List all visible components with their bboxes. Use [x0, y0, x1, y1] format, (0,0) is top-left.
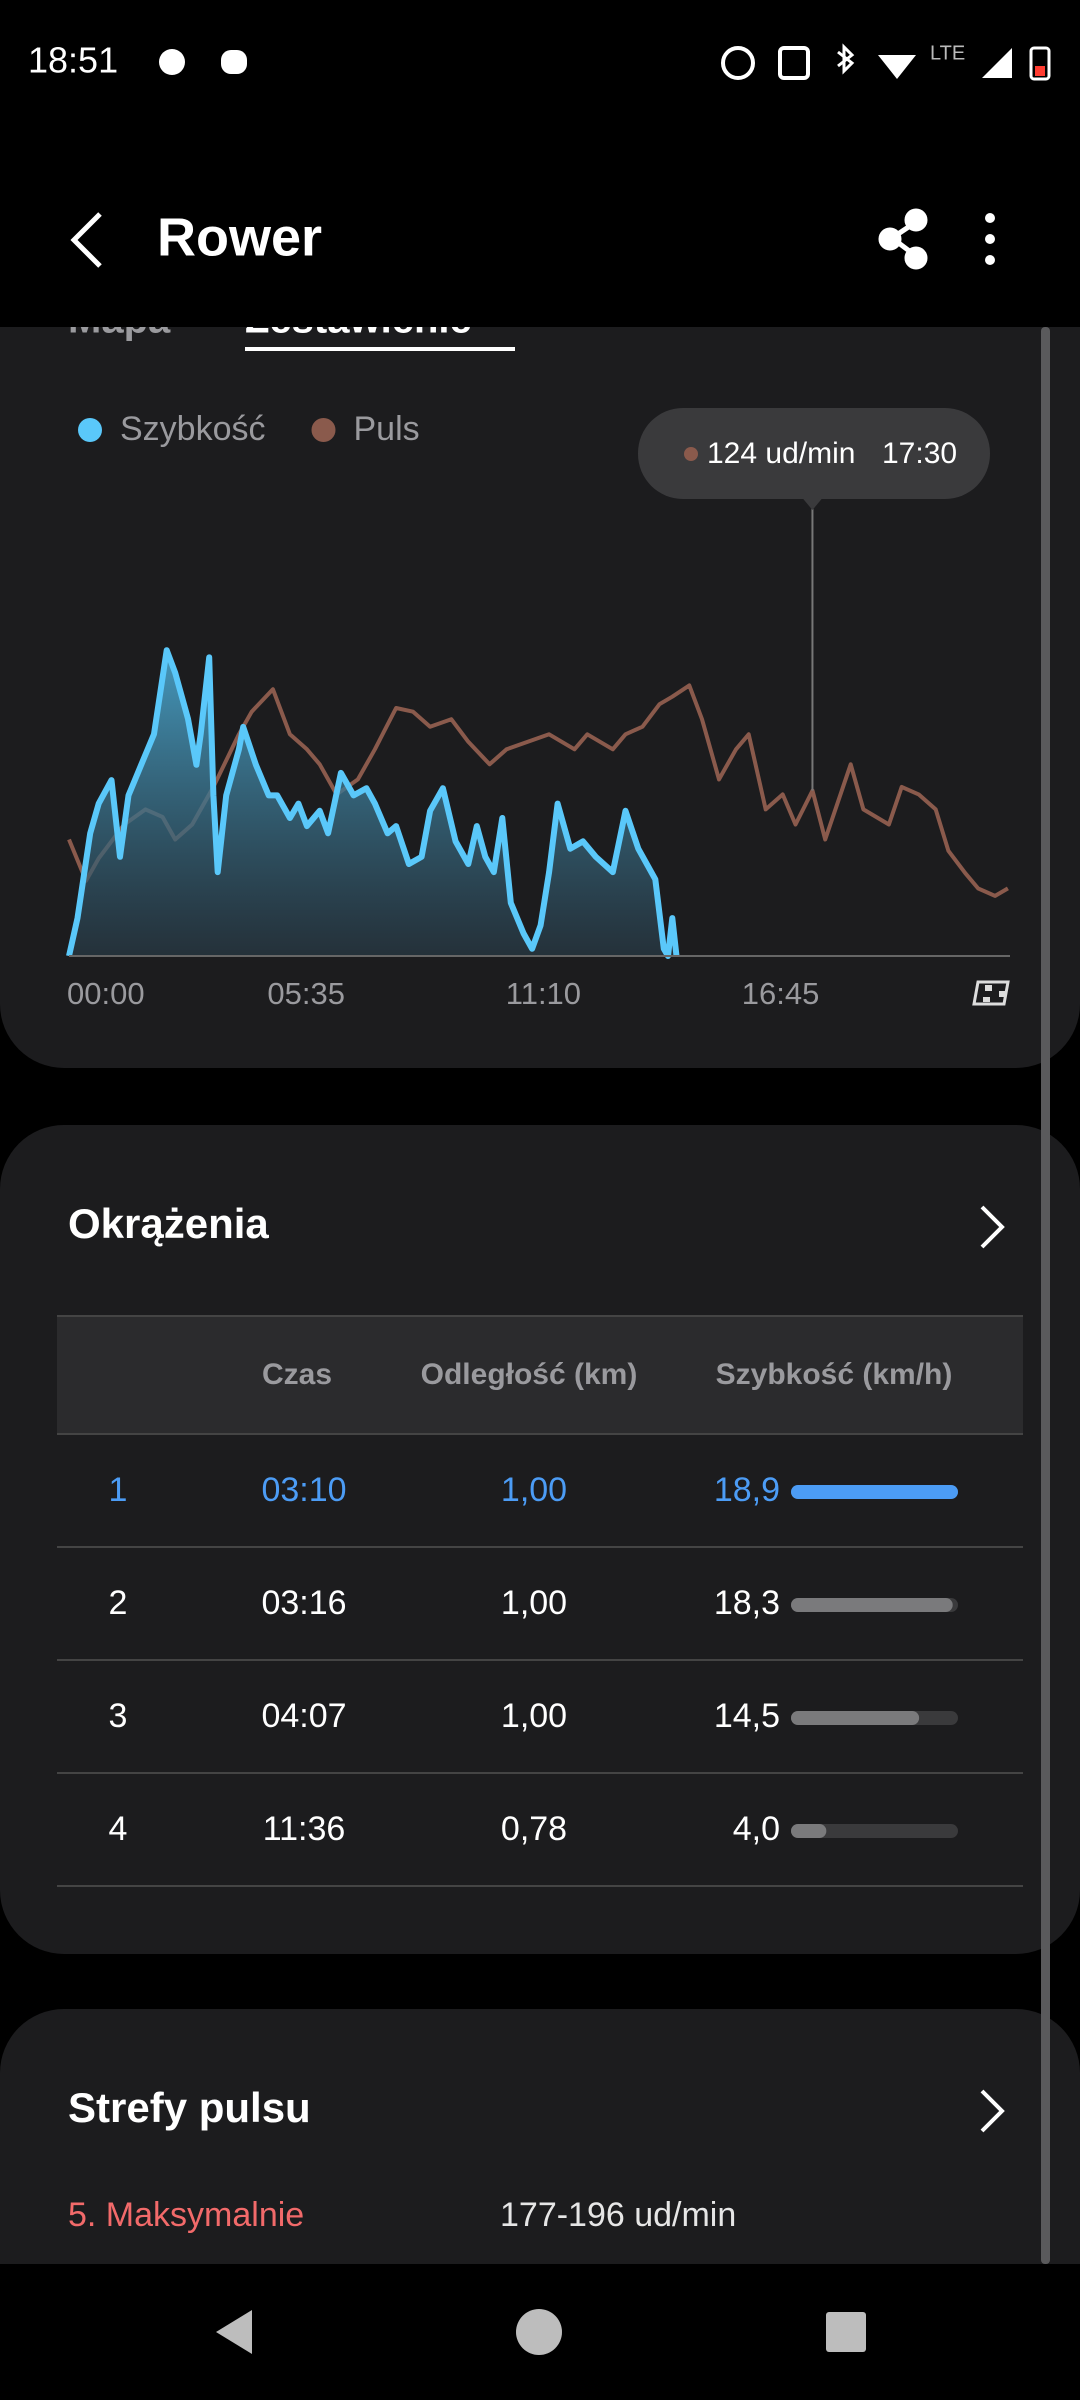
- lap-distance: 1,00: [501, 1584, 567, 1622]
- status-time: 18:51: [28, 40, 118, 81]
- zone-name: 5. Maksymalnie: [68, 2196, 304, 2234]
- speed-line: [66, 647, 680, 959]
- x-tick-label: 11:10: [506, 976, 581, 1011]
- status-icon: [221, 50, 247, 74]
- flag-check: [983, 985, 1005, 1002]
- lap-speed: 14,5: [714, 1697, 780, 1735]
- nav-home[interactable]: [516, 2309, 562, 2355]
- lap-number: 4: [109, 1810, 128, 1848]
- nfc-icon: [778, 46, 810, 80]
- lap-time: 11:36: [263, 1810, 346, 1848]
- share-dot: [904, 246, 928, 270]
- legend-label: Szybkość: [120, 410, 266, 448]
- x-tick-label: 05:35: [267, 976, 345, 1011]
- back-button[interactable]: [70, 212, 102, 268]
- lap-distance: 0,78: [501, 1810, 567, 1848]
- zone-range: 177-196 ud/min: [500, 2196, 736, 2234]
- column-header: Czas: [262, 1358, 332, 1391]
- chevron[interactable]: [980, 2089, 1005, 2133]
- lap-speed: 18,9: [714, 1471, 780, 1509]
- battery-icon: [1029, 46, 1051, 81]
- legend-label: Puls: [354, 410, 420, 448]
- status-icon: [159, 49, 185, 75]
- share-dot: [904, 208, 928, 232]
- tooltip-tail: [802, 498, 823, 510]
- signal-icon: [982, 48, 1012, 78]
- section-title: Strefy pulsu: [68, 2084, 311, 2131]
- legend-dot: [78, 418, 102, 442]
- dot: [985, 255, 995, 265]
- lap-speed: 4,0: [733, 1810, 780, 1848]
- chart: Szybkość Puls 00:00 05:35 11:10 16:45 124 ud/m…: [66, 408, 1010, 1011]
- tooltip-dot: [684, 447, 698, 461]
- app-header: [0, 0, 1080, 327]
- column-header: Szybkość (km/h): [716, 1358, 953, 1391]
- dot: [985, 213, 995, 223]
- tooltip-value: 124 ud/min: [707, 437, 855, 470]
- finish-icon: [972, 980, 1010, 1006]
- x-tick-label: 00:00: [67, 976, 145, 1011]
- network-type: LTE: [930, 42, 965, 64]
- lap-time: 04:07: [261, 1697, 346, 1735]
- column-header: Odległość (km): [421, 1358, 638, 1391]
- flag: [972, 980, 1010, 1006]
- speed-bar: [791, 1824, 827, 1838]
- speed-bar: [791, 1598, 953, 1612]
- speed-track: [791, 1824, 958, 1838]
- scrollbar: [1041, 327, 1050, 2264]
- lap-number: 3: [109, 1697, 128, 1735]
- dot: [985, 234, 995, 244]
- wifi-icon: [878, 55, 916, 79]
- section-title: Okrążenia: [68, 1200, 269, 1247]
- share-button[interactable]: [878, 208, 928, 270]
- alarm-icon: [721, 46, 755, 80]
- speed-bar: [791, 1485, 958, 1499]
- lap-distance: 1,00: [501, 1471, 567, 1509]
- lap-number: 1: [109, 1471, 128, 1509]
- more-button[interactable]: [985, 213, 995, 265]
- share-dot: [878, 227, 902, 251]
- legend-dot: [311, 418, 336, 442]
- lap-distance: 1,00: [501, 1697, 567, 1735]
- nav-recents[interactable]: [826, 2312, 866, 2352]
- tab-underline: [245, 347, 515, 351]
- tooltip-time: 17:30: [882, 437, 957, 470]
- battery-level: [1035, 66, 1045, 76]
- nav-back[interactable]: [216, 2310, 252, 2354]
- lap-number: 2: [109, 1584, 128, 1622]
- bt-icon: [837, 43, 855, 75]
- laps-table: 1 03:10 1,00 18,9 2 03:16 1,00 18,3 3 04:07 1,00 14…: [57, 1471, 1023, 1887]
- lap-time: 03:16: [261, 1584, 346, 1622]
- lap-time: 03:10: [261, 1471, 346, 1509]
- lap-speed: 18,3: [714, 1584, 780, 1622]
- speed-bar: [791, 1711, 920, 1725]
- tooltip: [638, 408, 990, 499]
- table-header: [57, 1316, 1023, 1434]
- page-title: Rower: [157, 207, 322, 267]
- chevron[interactable]: [980, 1205, 1005, 1249]
- x-tick-label: 16:45: [742, 976, 820, 1011]
